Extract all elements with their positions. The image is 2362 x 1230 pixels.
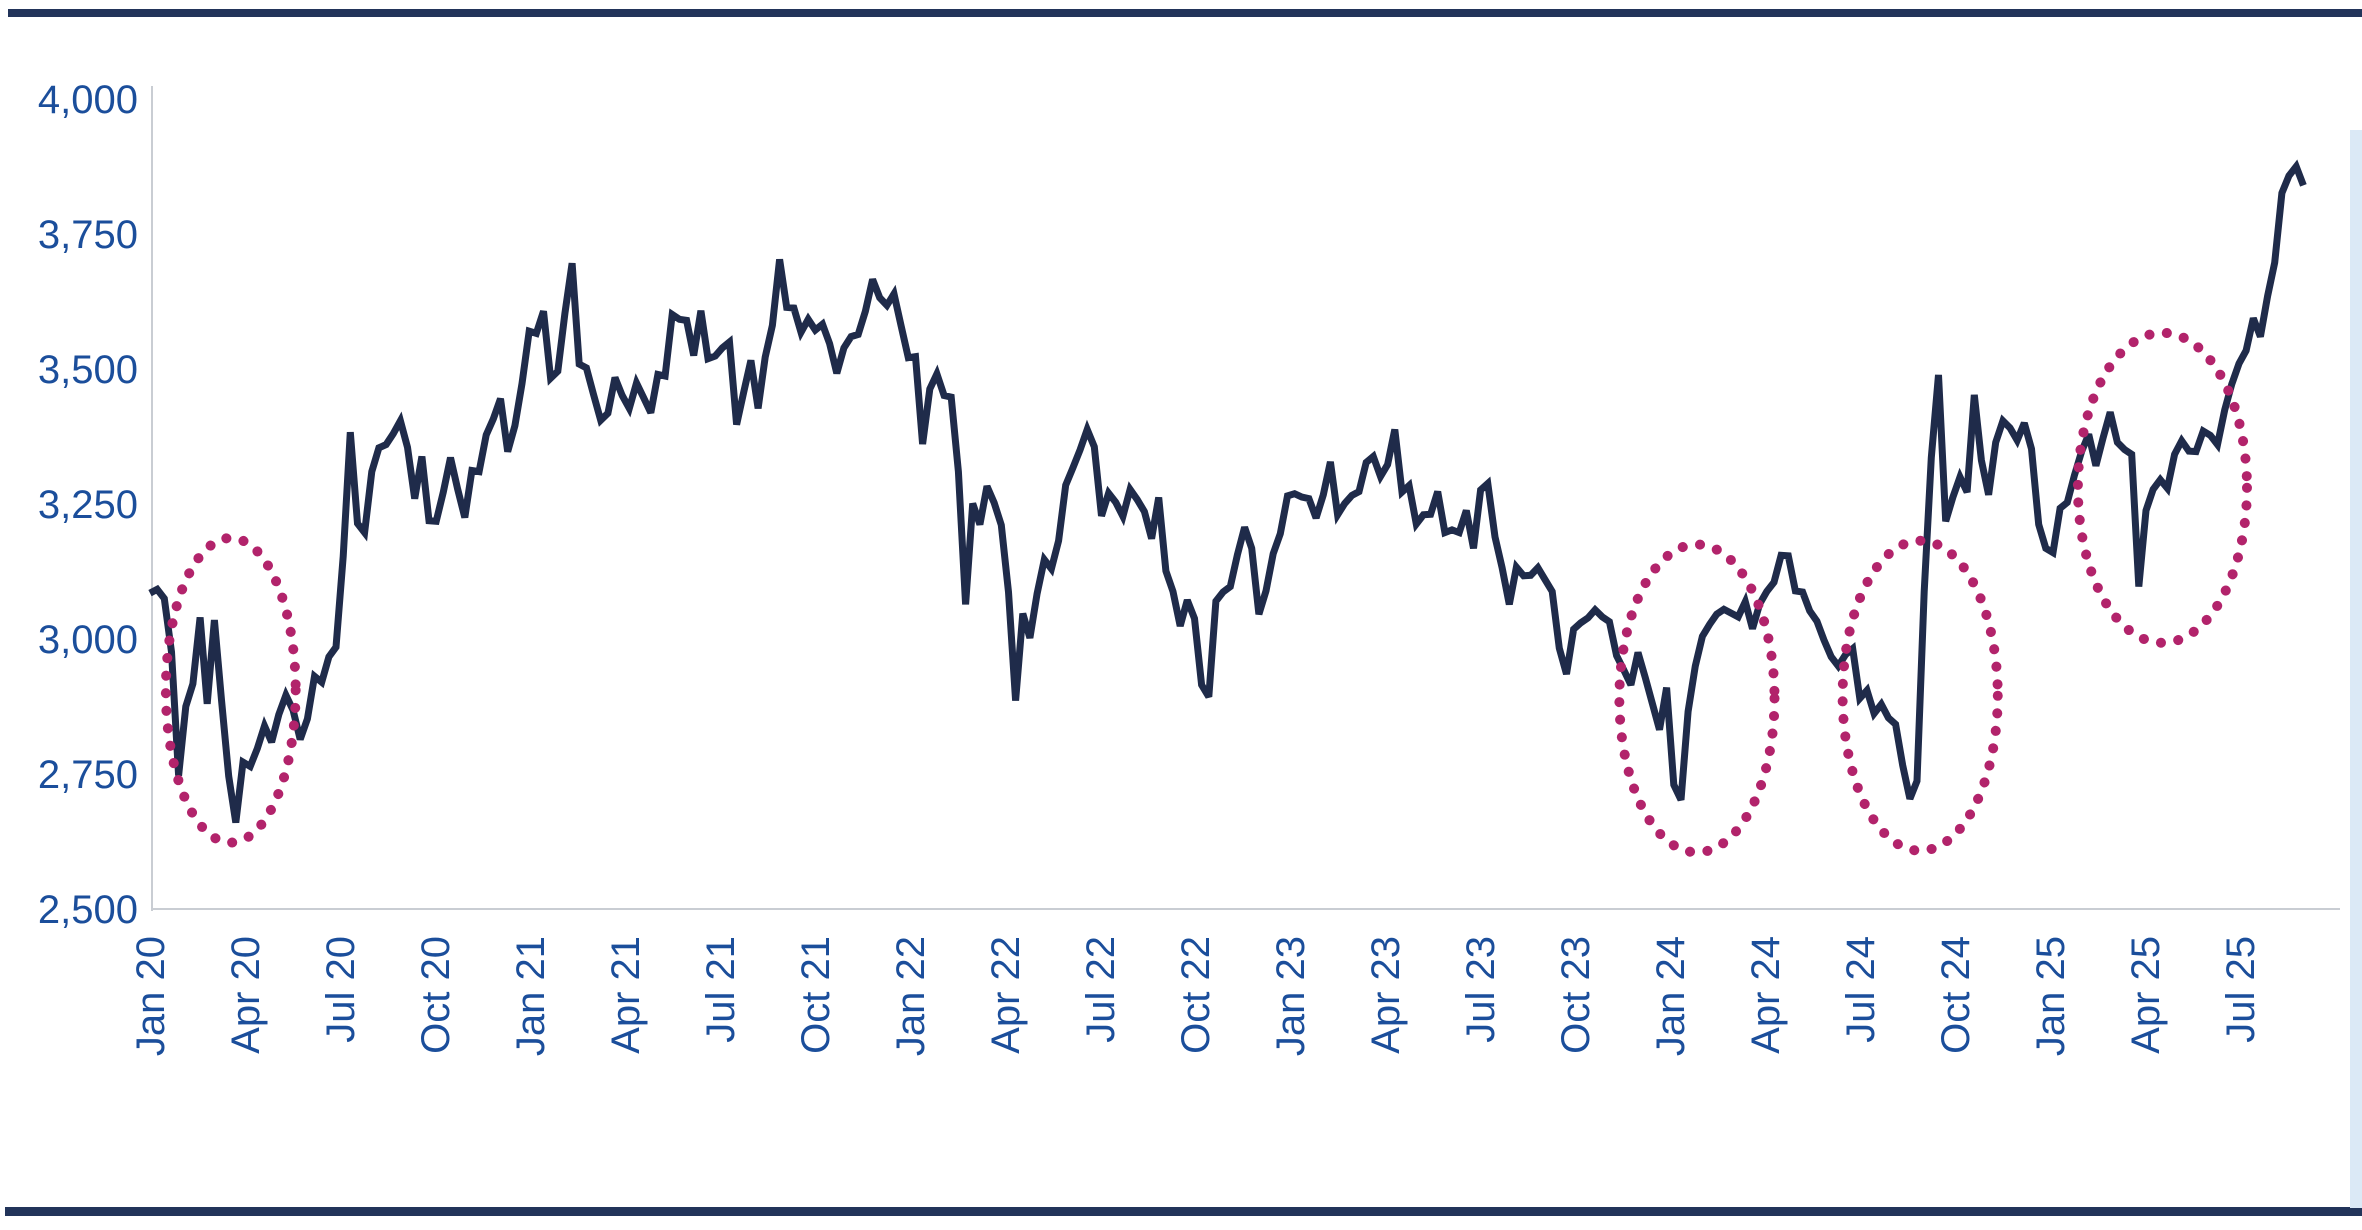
x-axis-tick-label: Oct 20 (414, 936, 458, 1054)
x-axis-tick-label: Apr 22 (984, 936, 1028, 1054)
x-axis-tick-label: Jul 25 (2219, 936, 2263, 1043)
x-axis-tick-label: Jan 20 (129, 936, 173, 1056)
top-border-bar (8, 9, 2362, 17)
x-axis-tick-label: Jan 21 (509, 936, 553, 1056)
x-axis-tick-label: Jan 23 (1269, 936, 1313, 1056)
y-axis-tick-label: 2,750 (38, 753, 138, 797)
x-axis-tick-label: Jul 20 (319, 936, 363, 1043)
y-axis-tick-label: 4,000 (38, 78, 138, 122)
y-axis-tick-label: 3,250 (38, 483, 138, 527)
x-axis-tick-label: Jul 22 (1079, 936, 1123, 1043)
x-axis-tick-label: Oct 22 (1174, 936, 1218, 1054)
x-axis-tick-label: Jan 24 (1649, 936, 1693, 1056)
x-axis-tick-label: Apr 24 (1744, 936, 1788, 1054)
bottom-border-bar (5, 1207, 2362, 1216)
x-axis-tick-label: Apr 23 (1364, 936, 1408, 1054)
highlight-mid-2024-trough (1837, 535, 2003, 856)
x-axis-tick-label: Apr 25 (2124, 936, 2168, 1054)
chart-line (148, 159, 2307, 824)
x-axis-tick-label: Apr 21 (604, 936, 648, 1054)
x-axis-tick-label: Jul 23 (1459, 936, 1503, 1043)
x-axis-tick-label: Jul 21 (699, 936, 743, 1043)
x-axis-tick-label: Apr 20 (224, 936, 268, 1054)
x-axis-tick-label: Jan 22 (889, 936, 933, 1056)
x-axis-tick-label: Jan 25 (2029, 936, 2073, 1056)
y-axis-tick-label: 2,500 (38, 888, 138, 932)
y-axis-tick-label: 3,500 (38, 348, 138, 392)
right-edge-strip (2350, 130, 2362, 1208)
x-axis-tick-label: Oct 24 (1934, 936, 1978, 1054)
y-axis-tick-label: 3,000 (38, 618, 138, 662)
x-axis-tick-label: Oct 23 (1554, 936, 1598, 1054)
x-axis-tick-label: Jul 24 (1839, 936, 1883, 1043)
y-axis-tick-label: 3,750 (38, 213, 138, 257)
x-axis-tick-label: Oct 21 (794, 936, 838, 1054)
highlight-early-2024-selloff (1614, 539, 1780, 858)
highlight-2020-covid-crash (160, 533, 301, 848)
highlight-april-2025-dip (2072, 327, 2252, 648)
